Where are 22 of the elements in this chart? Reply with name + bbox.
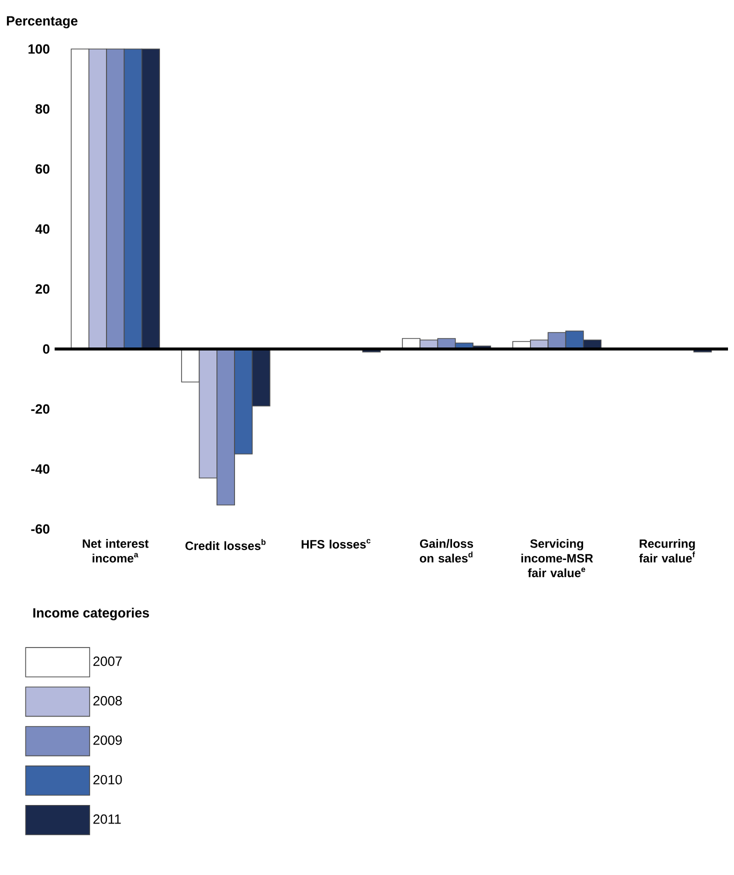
y-tick-label: -40 — [31, 464, 50, 474]
x-tick-label: Servicing income-MSR fair value$^{e}$ — [521, 539, 593, 578]
y-tick-label: 20 — [36, 284, 50, 294]
y-tick-label: 100 — [28, 44, 50, 54]
legend-label: 2009 — [93, 735, 122, 745]
legend-label: 2007 — [93, 656, 122, 666]
legend-title: Income categories — [33, 608, 149, 620]
legend-label: 2011 — [93, 814, 121, 824]
y-tick-label: -20 — [31, 404, 50, 414]
legend-label: 2010 — [93, 774, 122, 784]
y-tick-label: -60 — [31, 524, 50, 534]
y-tick-label: 80 — [36, 104, 50, 114]
legend-label: 2008 — [93, 696, 122, 706]
y-tick-label: 0 — [43, 344, 50, 354]
y-tick-label: 40 — [35, 224, 50, 234]
x-tick-label: Credit losses$^{b}$ — [185, 539, 266, 550]
y-tick-label: 60 — [36, 164, 50, 174]
x-tick-label: HFS losses$^{c}$ — [302, 539, 370, 549]
x-tick-label: Net interest income$^{a}$ — [82, 539, 149, 563]
x-tick-label: Recurring fair value$^{f}$ — [639, 539, 695, 563]
x-tick-label: Gain/loss on sales$^{d}$ — [420, 539, 474, 563]
y-axis-title: Percentage — [6, 16, 78, 28]
